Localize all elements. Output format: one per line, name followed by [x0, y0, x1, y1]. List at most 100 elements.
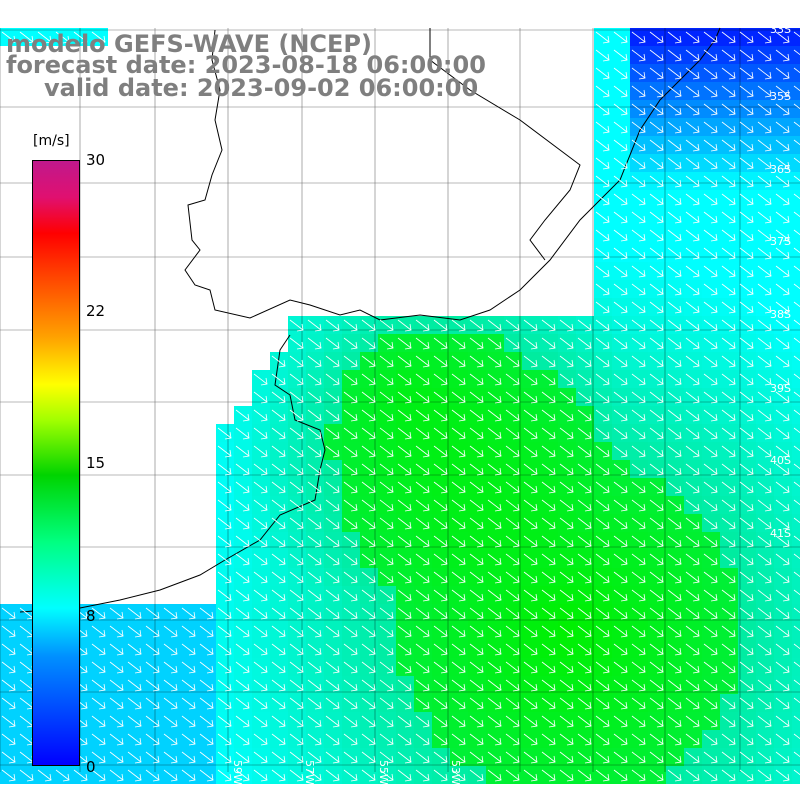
- wind-arrow: [451, 373, 466, 385]
- wind-arrowhead: [710, 665, 718, 674]
- wind-arrowhead: [602, 323, 610, 332]
- wind-arrow: [631, 31, 646, 43]
- wind-arrow: [559, 715, 574, 727]
- wind-arrowhead: [314, 665, 322, 674]
- wind-arrow: [19, 679, 34, 691]
- wind-arrow: [469, 643, 484, 655]
- wind-arrowhead: [296, 449, 304, 458]
- wind-arrow: [739, 121, 754, 133]
- wind-arrow: [577, 481, 592, 493]
- wind-arrow: [613, 409, 628, 421]
- wind-arrowhead: [368, 485, 376, 494]
- wind-arrow: [757, 409, 772, 421]
- wind-arrow: [685, 553, 700, 565]
- wind-arrowhead: [764, 341, 772, 350]
- wind-arrowhead: [422, 611, 430, 620]
- wind-arrowhead: [710, 611, 718, 620]
- wind-arrow: [379, 751, 394, 763]
- wind-arrowhead: [620, 413, 628, 422]
- wind-arrow: [775, 697, 790, 709]
- wind-arrowhead: [548, 755, 556, 764]
- wind-arrow: [577, 535, 592, 547]
- wind-arrowhead: [386, 449, 394, 458]
- wind-arrow: [307, 625, 322, 637]
- wind-arrowhead: [314, 629, 322, 638]
- wind-arrow: [343, 427, 358, 439]
- wind-arrow: [703, 85, 718, 97]
- wind-arrowhead: [224, 719, 232, 728]
- wind-arrow: [667, 85, 682, 97]
- wind-arrowhead: [656, 251, 664, 260]
- wind-arrow: [703, 355, 718, 367]
- wind-arrow: [721, 679, 736, 691]
- wind-arrow: [775, 265, 790, 277]
- wind-arrow: [667, 139, 682, 151]
- wind-arrow: [379, 445, 394, 457]
- wind-arrow: [361, 553, 376, 565]
- wind-arrow: [541, 337, 556, 349]
- wind-arrowhead: [710, 485, 718, 494]
- wind-arrowhead: [440, 341, 448, 350]
- wind-arrow: [325, 751, 340, 763]
- wind-arrowhead: [440, 647, 448, 656]
- wind-arrow: [703, 337, 718, 349]
- wind-arrow: [343, 769, 358, 781]
- wind-arrowhead: [350, 719, 358, 728]
- wind-arrow: [721, 319, 736, 331]
- wind-arrow: [649, 589, 664, 601]
- wind-arrowhead: [368, 413, 376, 422]
- wind-arrowhead: [674, 449, 682, 458]
- wind-arrowhead: [782, 647, 790, 656]
- wind-arrow: [451, 499, 466, 511]
- wind-arrow: [271, 391, 286, 403]
- wind-arrow: [217, 625, 232, 637]
- wind-arrowhead: [386, 737, 394, 746]
- wind-arrow: [739, 301, 754, 313]
- wind-arrowhead: [548, 413, 556, 422]
- wind-arrow: [343, 499, 358, 511]
- wind-arrow: [757, 661, 772, 673]
- wind-arrowhead: [458, 557, 466, 566]
- wind-arrow: [721, 49, 736, 61]
- wind-arrowhead: [638, 773, 646, 782]
- wind-arrow: [793, 625, 800, 632]
- wind-arrowhead: [368, 665, 376, 674]
- wind-arrow: [703, 301, 718, 313]
- wind-arrowhead: [494, 431, 502, 440]
- wind-arrow: [451, 409, 466, 421]
- wind-arrowhead: [710, 449, 718, 458]
- wind-arrow: [397, 481, 412, 493]
- wind-arrow: [559, 697, 574, 709]
- wind-arrow: [487, 751, 502, 763]
- wind-arrowhead: [386, 755, 394, 764]
- wind-arrowhead: [746, 53, 754, 62]
- wind-arrow: [307, 769, 322, 781]
- wind-arrow: [361, 661, 376, 673]
- wind-arrowhead: [746, 557, 754, 566]
- wind-arrow: [721, 427, 736, 439]
- wind-arrowhead: [494, 755, 502, 764]
- wind-arrowhead: [692, 215, 700, 224]
- wind-arrowhead: [278, 665, 286, 674]
- wind-arrowhead: [710, 143, 718, 152]
- wind-arrow: [631, 391, 646, 403]
- wind-arrowhead: [764, 575, 772, 584]
- wind-arrow: [325, 625, 340, 637]
- wind-arrowhead: [584, 719, 592, 728]
- wind-arrow: [649, 715, 664, 727]
- wind-arrow: [613, 319, 628, 331]
- wind-arrow: [775, 679, 790, 691]
- wind-arrow: [577, 607, 592, 619]
- wind-arrow: [163, 715, 178, 727]
- wind-arrowhead: [296, 377, 304, 386]
- wind-arrowhead: [116, 755, 124, 764]
- wind-arrowhead: [656, 269, 664, 278]
- wind-arrow: [631, 373, 646, 385]
- wind-arrow: [631, 301, 646, 313]
- wind-arrow: [685, 589, 700, 601]
- wind-arrow: [577, 751, 592, 763]
- wind-arrowhead: [386, 575, 394, 584]
- wind-arrow: [91, 661, 106, 673]
- wind-arrow: [793, 409, 800, 416]
- wind-arrow: [595, 319, 610, 331]
